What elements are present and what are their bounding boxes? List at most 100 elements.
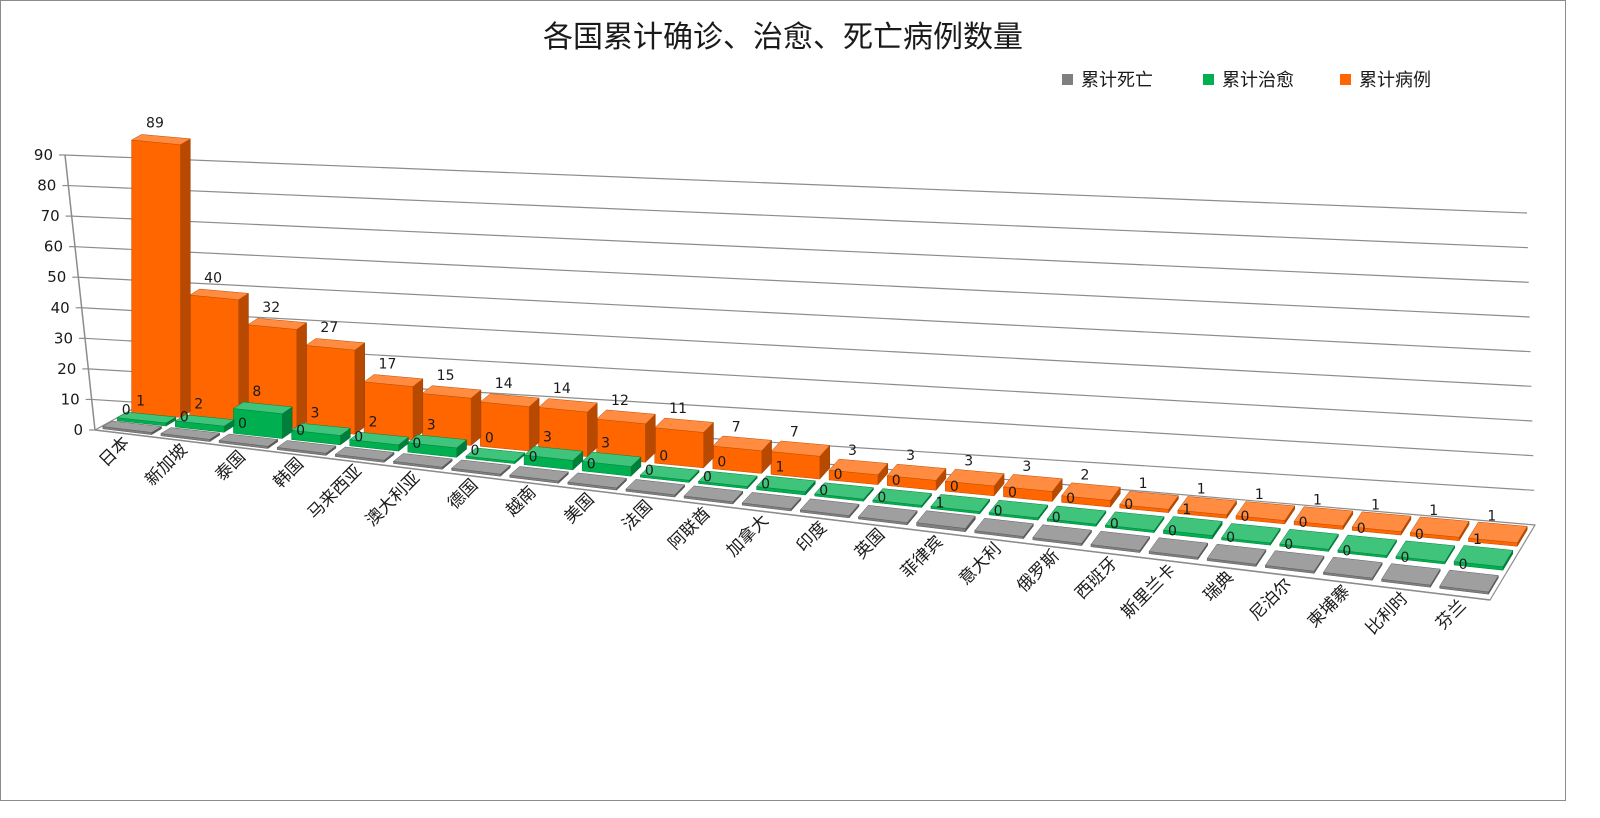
data-label: 1 bbox=[136, 393, 145, 409]
bar-cases bbox=[130, 134, 192, 418]
category-label: 德国 bbox=[444, 475, 482, 513]
data-label: 1 bbox=[1473, 532, 1482, 548]
data-label: 0 bbox=[703, 470, 712, 486]
data-label: 2 bbox=[1081, 468, 1090, 484]
bar-recovered bbox=[407, 434, 468, 458]
bar-deaths bbox=[683, 485, 744, 505]
data-label: 0 bbox=[659, 449, 668, 465]
legend-item: 累计治愈 bbox=[1203, 70, 1294, 91]
bar-cases bbox=[596, 409, 656, 463]
bar-recovered bbox=[1337, 534, 1397, 559]
bar-recovered bbox=[174, 414, 235, 433]
bar-recovered bbox=[1104, 511, 1165, 534]
data-label: 12 bbox=[611, 393, 629, 409]
bar-deaths bbox=[1264, 550, 1325, 575]
bar-cases bbox=[1293, 506, 1354, 531]
category-label: 尼泊尔 bbox=[1246, 575, 1296, 625]
category-label: 意大利 bbox=[955, 539, 1005, 589]
gridline bbox=[71, 215, 1529, 283]
category-label: 马来西亚 bbox=[304, 461, 366, 523]
y-tick-label: 40 bbox=[51, 299, 70, 317]
data-label: 32 bbox=[262, 300, 280, 316]
bar-recovered bbox=[290, 423, 351, 446]
data-label: 0 bbox=[1124, 497, 1133, 513]
bar-cases bbox=[1409, 516, 1470, 542]
data-label: 0 bbox=[1168, 523, 1177, 539]
bar-cases bbox=[421, 385, 482, 446]
legend-swatch bbox=[1340, 74, 1351, 85]
data-label: 0 bbox=[1284, 537, 1293, 553]
data-label: 1 bbox=[1255, 487, 1264, 503]
data-label: 3 bbox=[1022, 459, 1031, 475]
y-tick-label: 20 bbox=[57, 360, 76, 378]
data-label: 1 bbox=[1487, 508, 1496, 524]
data-label: 11 bbox=[669, 401, 687, 417]
data-label: 27 bbox=[320, 320, 338, 336]
data-label: 1 bbox=[1197, 482, 1206, 498]
data-label: 0 bbox=[645, 463, 654, 479]
bar-cases bbox=[712, 435, 773, 475]
bar-cases bbox=[1177, 496, 1238, 520]
data-label: 0 bbox=[180, 409, 189, 425]
bar-cases bbox=[944, 469, 1005, 497]
data-label: 0 bbox=[717, 455, 726, 471]
bar-deaths bbox=[625, 479, 686, 498]
data-label: 0 bbox=[994, 503, 1003, 519]
data-label: 0 bbox=[1052, 510, 1061, 526]
data-label: 3 bbox=[848, 443, 857, 459]
data-label: 0 bbox=[122, 403, 131, 419]
bar-cases bbox=[479, 393, 540, 452]
data-label: 0 bbox=[761, 476, 770, 492]
data-label: 0 bbox=[587, 456, 596, 472]
gridline bbox=[74, 246, 1530, 318]
data-label: 17 bbox=[379, 356, 397, 372]
y-tick-label: 90 bbox=[34, 146, 53, 164]
bar-deaths bbox=[1381, 563, 1441, 589]
category-label: 阿联酋 bbox=[665, 504, 715, 554]
data-labels: 1111111233337711121414151727324089100001… bbox=[122, 115, 1497, 572]
data-label: 7 bbox=[732, 419, 741, 435]
data-label: 0 bbox=[877, 490, 886, 506]
legend-label: 累计死亡 bbox=[1081, 70, 1153, 91]
category-label: 英国 bbox=[851, 525, 889, 563]
gridline bbox=[78, 276, 1531, 353]
bar-recovered bbox=[349, 431, 410, 452]
bar-cases bbox=[188, 288, 250, 424]
bar-cases bbox=[1468, 521, 1528, 548]
bar-cases bbox=[363, 374, 424, 441]
bar-recovered bbox=[116, 411, 177, 427]
bar-cases bbox=[886, 463, 947, 491]
data-label: 0 bbox=[1226, 530, 1235, 546]
bar-recovered bbox=[872, 488, 933, 509]
data-label: 2 bbox=[194, 396, 203, 412]
data-label: 1 bbox=[935, 495, 944, 511]
bar-deaths bbox=[974, 517, 1034, 540]
bar-cases bbox=[1235, 501, 1296, 525]
data-label: 40 bbox=[204, 270, 222, 286]
data-label: 0 bbox=[834, 467, 843, 483]
bar-deaths bbox=[1032, 524, 1092, 547]
bar-recovered bbox=[988, 499, 1049, 521]
data-label: 15 bbox=[437, 368, 455, 384]
legend-item: 累计病例 bbox=[1340, 70, 1431, 91]
data-label: 0 bbox=[1342, 544, 1351, 560]
bar-deaths bbox=[276, 440, 337, 456]
data-label: 1 bbox=[1313, 492, 1322, 508]
data-label: 0 bbox=[296, 423, 305, 439]
data-label: 0 bbox=[485, 431, 494, 447]
category-label: 澳大利亚 bbox=[362, 468, 424, 530]
bar-recovered bbox=[581, 451, 642, 477]
y-tick-label: 10 bbox=[61, 390, 80, 408]
category-label: 印度 bbox=[793, 518, 831, 556]
gridline bbox=[68, 184, 1528, 249]
category-label: 瑞典 bbox=[1200, 568, 1238, 606]
data-label: 2 bbox=[369, 414, 378, 430]
legend: 累计死亡 累计治愈 累计病例 bbox=[1062, 70, 1431, 91]
data-label: 0 bbox=[1357, 521, 1366, 537]
data-label: 3 bbox=[310, 405, 319, 421]
bar-deaths bbox=[741, 492, 802, 512]
bar-deaths bbox=[450, 459, 511, 477]
category-label: 加拿大 bbox=[722, 510, 773, 561]
data-label: 0 bbox=[819, 483, 828, 499]
data-label: 7 bbox=[790, 425, 799, 441]
